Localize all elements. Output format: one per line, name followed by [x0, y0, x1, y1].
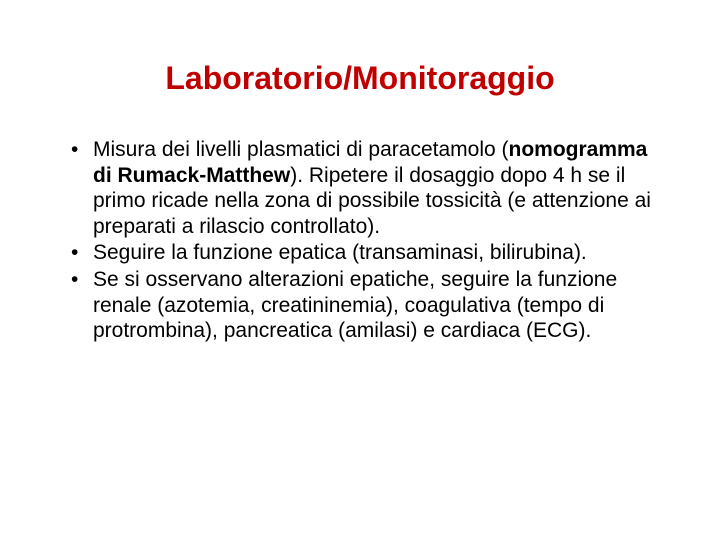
list-item: Seguire la funzione epatica (transaminas…	[65, 240, 655, 266]
bullet-list: Misura dei livelli plasmatici di paracet…	[55, 137, 665, 344]
list-item: Misura dei livelli plasmatici di paracet…	[65, 137, 655, 239]
list-item: Se si osservano alterazioni epatiche, se…	[65, 267, 655, 344]
bullet-text-pre: Misura dei livelli plasmatici di paracet…	[93, 138, 509, 161]
slide: Laboratorio/Monitoraggio Misura dei live…	[0, 0, 720, 540]
bullet-text-pre: Se si osservano alterazioni epatiche, se…	[93, 268, 617, 342]
bullet-text-pre: Seguire la funzione epatica (transaminas…	[93, 241, 587, 264]
slide-title: Laboratorio/Monitoraggio	[55, 60, 665, 97]
